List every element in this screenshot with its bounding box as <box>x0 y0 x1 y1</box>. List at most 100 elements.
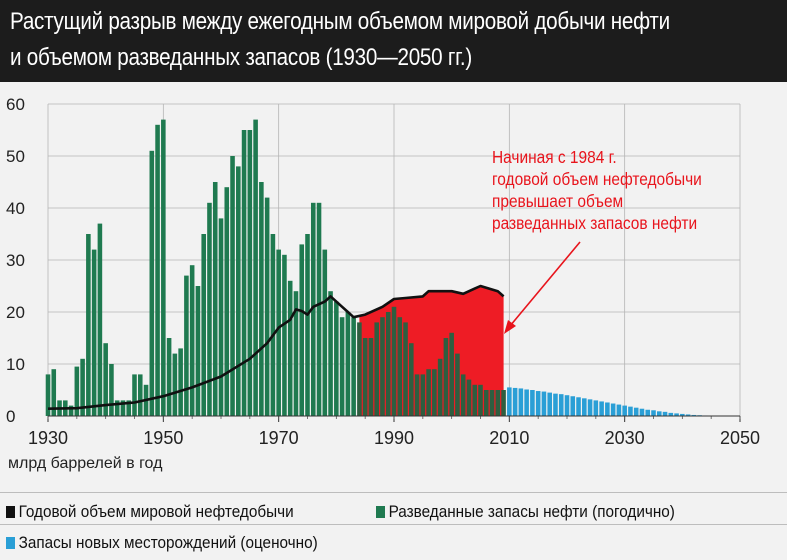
discovery-bar <box>126 400 132 416</box>
chart-title-line-2: и объемом разведанных запасов (1930—2050… <box>10 44 472 71</box>
discovery-bar <box>472 384 478 416</box>
discovery-bar <box>236 166 241 416</box>
forecast-bar <box>570 396 576 416</box>
forecast-bar <box>535 391 541 416</box>
discovery-bar <box>45 374 51 416</box>
discovery-bars <box>45 119 506 417</box>
discovery-bar <box>391 306 397 416</box>
discovery-bar <box>195 286 201 416</box>
annotation-text: Начиная с 1984 г. <box>492 147 617 167</box>
discovery-bar <box>247 130 253 416</box>
discovery-bar <box>495 390 501 416</box>
chart-title-line-1: Растущий разрыв между ежегодным объемом … <box>10 8 670 35</box>
discovery-bar <box>91 249 97 416</box>
discovery-bar <box>443 338 449 416</box>
forecast-bar <box>524 389 529 416</box>
annotation-arrow <box>509 241 581 327</box>
y-tick-label: 30 <box>6 251 25 270</box>
discovery-bar <box>80 358 85 416</box>
discovery-bar <box>432 369 437 416</box>
discovery-bar <box>259 182 264 416</box>
discovery-bar <box>270 234 276 416</box>
discovery-bar <box>426 369 431 416</box>
forecast-bar <box>685 414 691 416</box>
forecast-bar <box>645 409 651 416</box>
discovery-bar <box>345 312 351 416</box>
discovery-bar <box>166 338 172 416</box>
production-line <box>47 284 505 410</box>
discovery-bar <box>120 400 126 416</box>
discovery-bar <box>184 275 189 416</box>
x-tick-label: 2030 <box>605 428 645 448</box>
discovery-bar <box>420 374 426 416</box>
legend-swatch-discoveries <box>376 506 385 518</box>
forecast-bar <box>564 395 570 416</box>
discovery-bar <box>357 322 362 416</box>
discovery-bar <box>351 317 356 416</box>
forecast-bar <box>530 390 535 416</box>
discovery-bar <box>409 343 414 416</box>
discovery-bar <box>161 119 166 416</box>
forecast-bar <box>541 391 547 416</box>
forecast-bar <box>547 392 552 416</box>
discovery-bar <box>339 317 345 416</box>
forecast-bar <box>605 402 610 416</box>
discovery-bar <box>230 156 235 416</box>
discovery-bar <box>86 234 91 416</box>
x-tick-label: 2050 <box>720 428 760 448</box>
discovery-bar <box>137 374 143 416</box>
forecast-bar <box>558 394 564 416</box>
discovery-bar <box>114 400 120 416</box>
y-tick-label: 40 <box>6 199 25 218</box>
discovery-bar <box>189 265 195 416</box>
forecast-bar <box>576 397 581 416</box>
discovery-bar <box>276 249 281 416</box>
annotation-text: разведанных запасов нефти <box>492 213 697 233</box>
discovery-bar <box>74 366 80 416</box>
forecast-bar <box>651 410 656 416</box>
forecast-bar <box>639 408 645 416</box>
discovery-bar <box>241 130 247 416</box>
legend-label-forecast: Запасы новых месторождений (оценочно) <box>18 533 318 552</box>
discovery-bar <box>299 244 305 416</box>
y-tick-label: 0 <box>6 407 15 426</box>
discovery-bar <box>212 182 218 416</box>
discovery-bar <box>218 218 224 416</box>
forecast-bar <box>599 401 604 416</box>
legend-swatch-forecast <box>6 537 15 549</box>
discovery-bar <box>368 338 374 416</box>
discovery-bar <box>483 390 489 416</box>
discovery-bar <box>316 202 322 416</box>
legend-label-production: Годовой объем мировой нефтедобычи <box>18 502 294 521</box>
discovery-bar <box>172 353 178 416</box>
forecast-bar <box>674 413 679 416</box>
x-tick-label: 1970 <box>259 428 299 448</box>
forecast-bar <box>582 398 587 416</box>
annotation-text: годовой объем нефтедобычи <box>492 169 702 189</box>
discovery-bar <box>310 202 316 416</box>
forecast-bar <box>680 413 685 416</box>
x-tick-label: 1950 <box>143 428 183 448</box>
legend-swatch-production <box>6 506 15 518</box>
discovery-bar <box>207 202 212 416</box>
legend-divider <box>0 492 787 493</box>
forecast-bar <box>507 387 512 416</box>
discovery-bar <box>149 150 155 417</box>
discovery-bar <box>489 390 495 416</box>
discovery-bar <box>501 390 506 416</box>
discovery-bar <box>282 254 287 416</box>
y-tick-label: 50 <box>6 147 25 166</box>
y-tick-label: 20 <box>6 303 25 322</box>
forecast-bar <box>662 411 668 416</box>
legend-divider <box>0 524 787 525</box>
discovery-bar <box>380 317 385 416</box>
discovery-bar <box>305 234 310 416</box>
x-tick-label: 2010 <box>489 428 529 448</box>
discovery-bar <box>385 312 391 416</box>
discovery-bar <box>287 280 293 416</box>
discovery-bar <box>178 348 183 416</box>
discovery-bar <box>322 249 328 416</box>
forecast-bars <box>507 387 737 416</box>
